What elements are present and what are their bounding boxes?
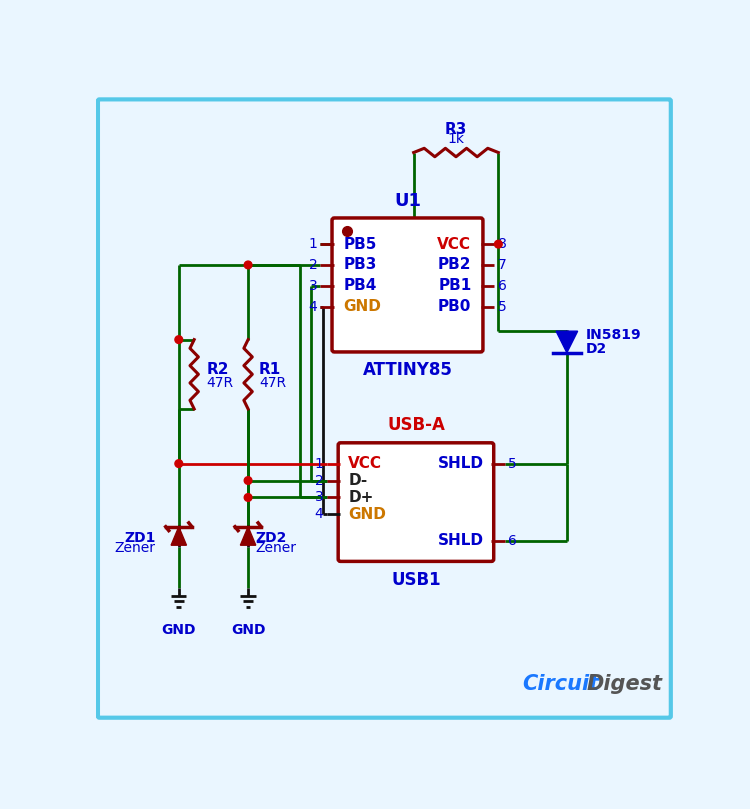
Text: 3: 3 <box>309 279 317 293</box>
Text: 47R: 47R <box>206 375 234 390</box>
FancyBboxPatch shape <box>98 100 670 718</box>
Text: Zener: Zener <box>115 541 156 555</box>
Text: 1: 1 <box>315 456 323 471</box>
Text: 6: 6 <box>509 534 518 548</box>
Text: D-: D- <box>348 473 368 488</box>
Text: VCC: VCC <box>348 456 382 471</box>
Text: GND: GND <box>161 623 196 637</box>
Text: 2: 2 <box>315 473 323 488</box>
Text: R1: R1 <box>259 362 281 377</box>
Text: 5: 5 <box>497 299 506 314</box>
Text: U1: U1 <box>394 192 421 210</box>
Text: 6: 6 <box>497 279 506 293</box>
Circle shape <box>175 336 183 344</box>
Text: R3: R3 <box>445 122 467 137</box>
Text: Circuit: Circuit <box>522 674 599 694</box>
Polygon shape <box>556 331 578 353</box>
Text: ATTINY85: ATTINY85 <box>362 361 452 379</box>
Circle shape <box>175 460 183 468</box>
Text: 2: 2 <box>309 258 317 272</box>
Text: Digest: Digest <box>586 674 662 694</box>
Circle shape <box>244 493 252 502</box>
Text: 8: 8 <box>497 237 506 251</box>
Circle shape <box>244 261 252 269</box>
Text: 4: 4 <box>309 299 317 314</box>
Text: SHLD: SHLD <box>438 533 484 549</box>
Polygon shape <box>171 527 187 545</box>
Circle shape <box>494 240 502 248</box>
Text: 1: 1 <box>308 237 317 251</box>
Text: GND: GND <box>348 507 386 522</box>
Text: 47R: 47R <box>259 375 286 390</box>
FancyBboxPatch shape <box>338 443 494 561</box>
Text: 1k: 1k <box>448 133 464 146</box>
Text: PB1: PB1 <box>438 278 472 293</box>
Text: IN5819: IN5819 <box>585 328 641 342</box>
Text: USB1: USB1 <box>392 570 441 589</box>
Text: USB-A: USB-A <box>387 417 445 434</box>
Text: PB4: PB4 <box>344 278 377 293</box>
Circle shape <box>244 477 252 485</box>
Text: PB2: PB2 <box>438 257 472 273</box>
Text: D2: D2 <box>585 342 607 356</box>
Text: PB0: PB0 <box>438 299 472 314</box>
Text: R2: R2 <box>206 362 229 377</box>
Text: VCC: VCC <box>437 237 472 252</box>
Text: GND: GND <box>344 299 382 314</box>
Text: 4: 4 <box>315 507 323 522</box>
Text: PB5: PB5 <box>344 237 377 252</box>
Text: 3: 3 <box>315 490 323 505</box>
Text: GND: GND <box>231 623 266 637</box>
Text: SHLD: SHLD <box>438 456 484 471</box>
Text: Zener: Zener <box>256 541 297 555</box>
Text: 7: 7 <box>497 258 506 272</box>
Text: ZD2: ZD2 <box>256 531 287 544</box>
Text: PB3: PB3 <box>344 257 377 273</box>
Text: D+: D+ <box>348 490 374 505</box>
Text: ZD1: ZD1 <box>124 531 156 544</box>
Text: 5: 5 <box>509 456 517 471</box>
FancyBboxPatch shape <box>332 218 483 352</box>
Polygon shape <box>241 527 256 545</box>
